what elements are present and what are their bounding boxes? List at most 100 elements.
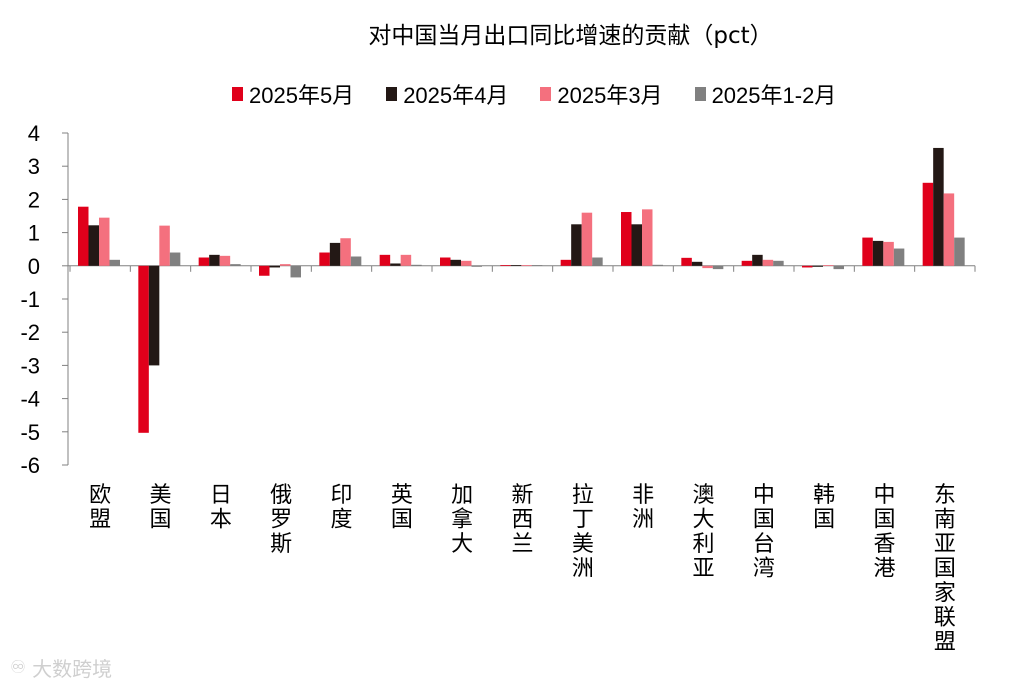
bar — [159, 225, 170, 266]
x-category-label: 非洲 — [632, 483, 654, 533]
bar — [109, 259, 120, 266]
bar — [209, 254, 220, 266]
y-tick-label: 0 — [28, 254, 40, 279]
x-category-label: 中国香港 — [873, 483, 895, 582]
legend-swatch — [386, 87, 398, 101]
x-category-label: 澳大利亚 — [692, 483, 714, 582]
bar — [510, 265, 522, 266]
y-tick-label: -6 — [20, 453, 40, 478]
bar — [823, 265, 834, 266]
bar — [350, 256, 362, 266]
bar — [631, 224, 642, 266]
bar — [893, 248, 905, 266]
bar — [138, 265, 149, 433]
legend-item: 2025年3月 — [540, 78, 663, 110]
bar — [198, 257, 210, 266]
y-tick-label: -3 — [20, 353, 40, 378]
legend-swatch — [232, 87, 243, 101]
bar — [280, 264, 291, 266]
legend-item: 2025年1-2月 — [694, 78, 837, 110]
x-category-label: 韩国 — [813, 483, 835, 533]
bar — [560, 259, 572, 266]
watermark-text: 大数跨境 — [32, 657, 113, 681]
bar — [148, 265, 160, 366]
bar — [802, 265, 813, 268]
bar — [169, 252, 181, 266]
legend-swatch — [694, 87, 706, 101]
bar — [461, 260, 472, 266]
x-category-label: 欧盟 — [89, 483, 111, 533]
bar — [259, 265, 270, 276]
bar — [471, 265, 482, 267]
bar — [290, 265, 301, 278]
watermark: ♾ 大数跨境 — [10, 653, 112, 682]
bar — [99, 217, 110, 266]
y-tick-label: -5 — [20, 420, 40, 445]
y-tick-label: -4 — [20, 387, 40, 412]
x-category-label: 俄罗斯 — [270, 483, 292, 557]
bar — [581, 212, 593, 266]
y-tick-label: -1 — [20, 287, 40, 312]
legend-label: 2025年4月 — [403, 83, 509, 108]
bar — [752, 254, 763, 266]
bar — [400, 254, 412, 266]
x-category-label: 东南亚国家联盟 — [934, 483, 956, 655]
bar — [883, 241, 894, 266]
bar — [712, 265, 724, 270]
x-category-label: 美国 — [149, 483, 171, 533]
bar — [219, 255, 231, 266]
bar — [922, 182, 934, 266]
bar — [379, 254, 391, 266]
x-category-label: 日本 — [210, 483, 232, 533]
bar — [340, 238, 351, 266]
chart-title: 对中国当月出口同比增速的贡献（pct） — [368, 23, 773, 49]
bar — [773, 260, 784, 266]
legend-item: 2025年4月 — [386, 78, 508, 110]
bar — [642, 209, 653, 266]
bar — [872, 240, 884, 266]
legend-swatch — [540, 87, 552, 101]
bar — [741, 260, 753, 266]
y-tick-label: 3 — [28, 154, 40, 179]
bar — [500, 265, 511, 266]
bar — [571, 224, 582, 266]
legend-label: 2025年5月 — [249, 83, 355, 108]
bar — [681, 257, 692, 266]
y-tick-label: -2 — [20, 320, 40, 345]
bar — [329, 242, 341, 266]
x-category-label: 加拿大 — [451, 483, 473, 557]
bar — [702, 265, 713, 269]
bar — [762, 259, 774, 266]
bar — [592, 257, 603, 266]
bar — [812, 265, 823, 267]
bar — [833, 265, 844, 270]
legend-label: 2025年1-2月 — [711, 83, 837, 108]
bar — [230, 264, 241, 266]
bar — [78, 206, 89, 266]
bar — [862, 237, 873, 266]
bar — [531, 265, 543, 266]
bar — [269, 265, 280, 268]
x-category-label: 拉丁美洲 — [572, 483, 594, 582]
bar — [450, 259, 461, 266]
y-tick-label: 2 — [28, 187, 40, 212]
bar — [691, 261, 703, 266]
bar — [943, 193, 955, 266]
x-category-label: 中国台湾 — [753, 483, 775, 582]
y-tick-label: 4 — [28, 121, 40, 146]
bar — [440, 257, 451, 266]
x-category-label: 英国 — [391, 483, 413, 533]
bar — [933, 147, 944, 266]
legend-label: 2025年3月 — [557, 83, 663, 108]
legend-item: 2025年5月 — [232, 78, 354, 110]
bar — [319, 252, 330, 266]
bar — [88, 225, 99, 266]
x-category-label: 印度 — [330, 483, 352, 533]
y-tick-label: 1 — [28, 221, 40, 246]
logo-icon: ♾ — [10, 657, 27, 678]
legend: 2025年5月 2025年4月 2025年3月 2025年1-2月 — [232, 78, 836, 110]
bar — [411, 264, 422, 266]
bar — [521, 265, 532, 266]
bar — [390, 263, 401, 266]
